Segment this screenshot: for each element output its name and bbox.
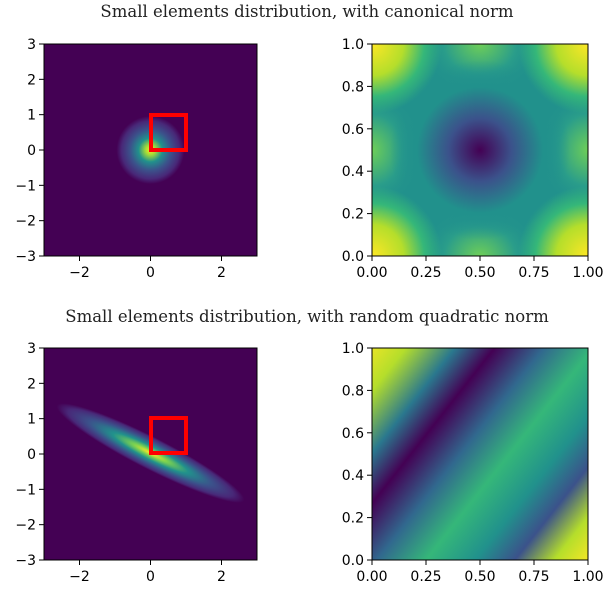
y-tick-label-tr-5: 1.0 [342, 37, 364, 53]
x-tick-label-br-3: 0.75 [518, 569, 549, 585]
y-tick-label-br-1: 0.2 [342, 511, 364, 527]
x-tick-label-br-0: 0.00 [356, 569, 387, 585]
x-tick-label-br-4: 1.00 [572, 569, 603, 585]
y-tick-label-br-0: 0.0 [342, 553, 364, 569]
x-tick-label-tl-0: −2 [69, 265, 90, 281]
y-tick-label-bl-3: 0 [27, 447, 36, 463]
y-tick-label-bl-4: 1 [27, 412, 36, 428]
y-tick-label-tr-0: 0.0 [342, 249, 364, 265]
y-tick-label-bl-2: −1 [15, 482, 36, 498]
y-tick-label-bl-0: −3 [15, 553, 36, 569]
y-tick-label-br-4: 0.8 [342, 383, 364, 399]
y-tick-label-tr-3: 0.6 [342, 122, 364, 138]
x-tick-label-br-2: 0.50 [464, 569, 495, 585]
y-tick-label-tl-0: −3 [15, 249, 36, 265]
corner-peak-tl [372, 44, 442, 114]
top-row-title: Small elements distribution, with canoni… [100, 2, 514, 21]
panel-top-right: 0.00 0.25 0.50 0.75 1.00 0.0 0.2 0.4 0.6 0.8 1.0 [342, 37, 604, 281]
corner-peak-bl [372, 186, 442, 256]
x-tick-label-tr-0: 0.00 [356, 265, 387, 281]
x-tick-label-tl-2: 2 [217, 265, 226, 281]
y-tick-label-tr-1: 0.2 [342, 207, 364, 223]
center-minimum [390, 60, 570, 240]
corner-peak-tr [518, 44, 588, 114]
panel-bottom-right: 0.00 0.25 0.50 0.75 1.00 0.0 0.2 0.4 0.6 0.8 1.0 [342, 341, 604, 585]
y-tick-label-tl-5: 2 [27, 72, 36, 88]
ticks-bottom-right: 0.00 0.25 0.50 0.75 1.00 0.0 0.2 0.4 0.6 0.8 1.0 [342, 341, 604, 585]
x-tick-label-bl-0: −2 [69, 569, 90, 585]
bottom-row-title: Small elements distribution, with random… [65, 307, 549, 326]
x-tick-label-br-1: 0.25 [410, 569, 441, 585]
y-tick-label-bl-6: 3 [27, 341, 36, 357]
ticks-bottom-left: −2 0 2 −3 −2 −1 0 1 2 3 [15, 341, 226, 585]
ticks-top-right: 0.00 0.25 0.50 0.75 1.00 0.0 0.2 0.4 0.6 0.8 1.0 [342, 37, 604, 281]
x-tick-label-bl-2: 2 [217, 569, 226, 585]
y-tick-label-tl-2: −1 [15, 178, 36, 194]
x-tick-label-bl-1: 0 [146, 569, 155, 585]
ticks-top-left: −2 0 2 −3 −2 −1 0 1 2 3 [15, 37, 226, 281]
y-tick-label-br-2: 0.4 [342, 468, 364, 484]
x-tick-label-tr-3: 0.75 [518, 265, 549, 281]
y-tick-label-tr-4: 0.8 [342, 79, 364, 95]
corner-peak-br [518, 186, 588, 256]
y-tick-label-tl-1: −2 [15, 214, 36, 230]
y-tick-label-tl-6: 3 [27, 37, 36, 53]
panel-top-left: −2 0 2 −3 −2 −1 0 1 2 3 [15, 37, 258, 281]
y-tick-label-br-5: 1.0 [342, 341, 364, 357]
y-tick-label-bl-5: 2 [27, 376, 36, 392]
y-tick-label-br-3: 0.6 [342, 426, 364, 442]
y-tick-label-tl-4: 1 [27, 108, 36, 124]
y-tick-label-bl-1: −2 [15, 518, 36, 534]
x-tick-label-tl-1: 0 [146, 265, 155, 281]
x-tick-label-tr-2: 0.50 [464, 265, 495, 281]
y-tick-label-tl-3: 0 [27, 143, 36, 159]
panel-bottom-left: −2 0 2 −3 −2 −1 0 1 2 3 [15, 341, 258, 585]
y-tick-label-tr-2: 0.4 [342, 164, 364, 180]
highlight-box-top [149, 113, 188, 152]
diagonal-stripes [372, 348, 588, 560]
highlight-box-bottom [149, 416, 188, 455]
x-tick-label-tr-1: 0.25 [410, 265, 441, 281]
x-tick-label-tr-4: 1.00 [572, 265, 603, 281]
